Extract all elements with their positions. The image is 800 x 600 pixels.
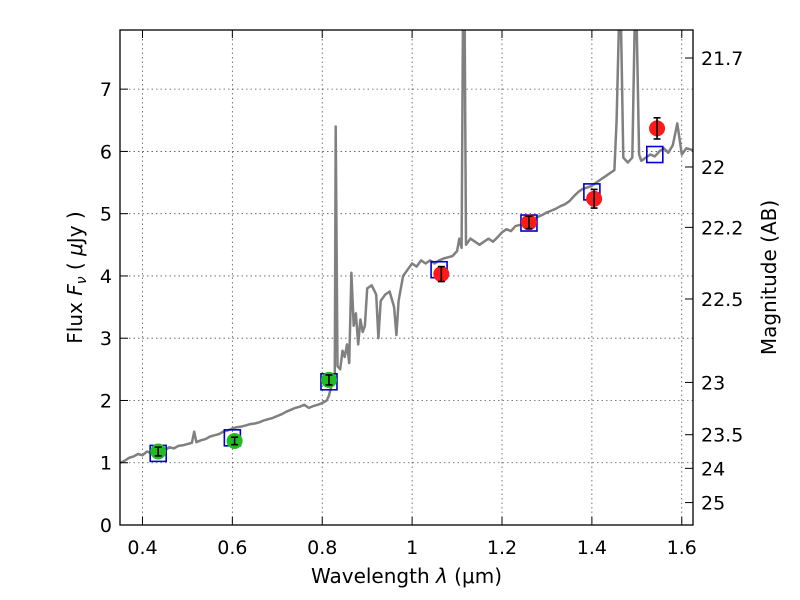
magnitude-tick-label: 24 xyxy=(701,458,725,480)
y-tick-label: 1 xyxy=(100,453,112,475)
x-tick-label: 1.2 xyxy=(487,537,517,559)
magnitude-tick-label: 22.5 xyxy=(701,289,743,311)
grid xyxy=(120,30,693,525)
y-axis-label-symbol: F xyxy=(63,284,87,296)
axis-ticks: 0.4 0.6 0.8 1 1.2 1.4 1.60123456721.72222.222.… xyxy=(100,30,743,559)
x-tick-label: 0.4 xyxy=(127,537,157,559)
magnitude-tick-label: 22 xyxy=(701,157,725,179)
model-photometry-square xyxy=(645,145,664,164)
y-axis-label-subscript: ν xyxy=(74,276,90,284)
magnitude-tick-label: 23 xyxy=(701,372,725,394)
y-tick-label: 3 xyxy=(100,328,112,350)
y-axis-label-prefix: Flux xyxy=(63,296,87,344)
x-axis-label-symbol: λ xyxy=(435,564,448,588)
y-tick-label: 5 xyxy=(100,204,112,226)
x-axis-label-unit: (μm) xyxy=(448,564,502,588)
model-spectrum-line xyxy=(120,30,693,464)
x-tick-label: 1.6 xyxy=(667,537,697,559)
x-tick-label: 0.8 xyxy=(307,537,337,559)
magnitude-axis-label: Magnitude (AB) xyxy=(757,200,781,355)
magnitude-tick-label: 25 xyxy=(701,493,725,515)
y-tick-label: 2 xyxy=(100,390,112,412)
x-axis-label-prefix: Wavelength xyxy=(311,564,436,588)
x-axis-label: Wavelength λ (μm) xyxy=(311,564,502,588)
y-axis-label-unit: Jy ) xyxy=(63,211,87,245)
plot-data xyxy=(120,30,693,464)
y-axis-label-open: ( xyxy=(63,256,87,277)
y-tick-label: 4 xyxy=(100,266,112,288)
y-axis-label: Flux Fν ( μJy ) xyxy=(63,211,90,343)
magnitude-tick-label: 22.2 xyxy=(701,217,743,239)
x-tick-label: 1.4 xyxy=(577,537,607,559)
y-tick-label: 6 xyxy=(100,141,112,163)
y-tick-label: 7 xyxy=(100,79,112,101)
y-tick-label: 0 xyxy=(100,515,112,537)
y-axis-label-mu: μ xyxy=(63,243,87,257)
magnitude-tick-label: 23.5 xyxy=(701,425,743,447)
plot-frame xyxy=(119,29,694,526)
x-tick-label: 1 xyxy=(406,537,418,559)
magnitude-tick-label: 21.7 xyxy=(701,48,743,70)
x-tick-label: 0.6 xyxy=(217,537,247,559)
